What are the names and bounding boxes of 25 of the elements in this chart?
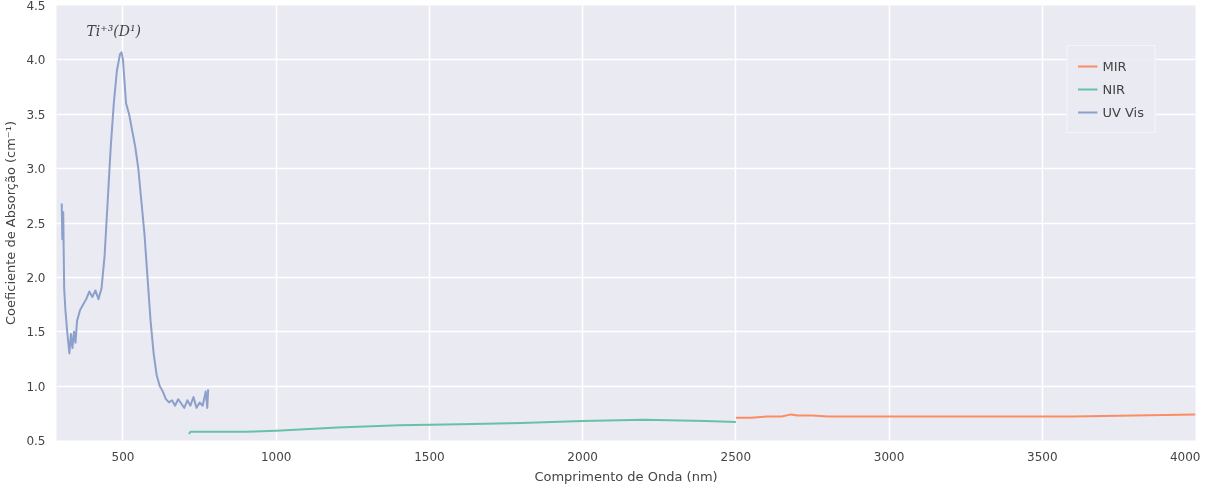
line-series: [187, 418, 737, 435]
legend-label: NIR: [1102, 81, 1126, 97]
x-tick-label: 3000: [873, 449, 905, 464]
legend-label: MIR: [1102, 58, 1127, 74]
x-tick-label: 2000: [567, 449, 598, 464]
y-tick-label: 4.5: [26, 0, 46, 13]
y-tick-label: 1.5: [26, 325, 46, 340]
y-axis-title: Coeficiente de Absorção (cm⁻¹): [3, 121, 19, 325]
x-tick-label: 1000: [260, 449, 292, 464]
y-tick-label: 4.0: [26, 53, 46, 68]
y-tick-label: 2.5: [26, 216, 46, 231]
legend-label: UV Vis: [1102, 104, 1144, 120]
y-tick-label: 3.5: [26, 107, 46, 122]
y-tick-label: 0.5: [26, 434, 46, 448]
y-tick-label: 3.0: [26, 162, 46, 177]
x-tick-label: 3500: [1027, 449, 1058, 464]
y-tick-label: 1.0: [26, 379, 46, 394]
x-tick-label: 2500: [720, 449, 752, 464]
y-tick-label: 2.0: [26, 270, 46, 285]
x-tick-label: 1500: [414, 449, 445, 464]
x-axis-title: Comprimento de Onda (nm): [534, 468, 718, 484]
x-tick-label: 4000: [1169, 449, 1201, 464]
annotation: Ti⁺³(D¹): [86, 22, 142, 39]
x-tick-label: 500: [111, 449, 135, 464]
line-series: [60, 51, 210, 409]
